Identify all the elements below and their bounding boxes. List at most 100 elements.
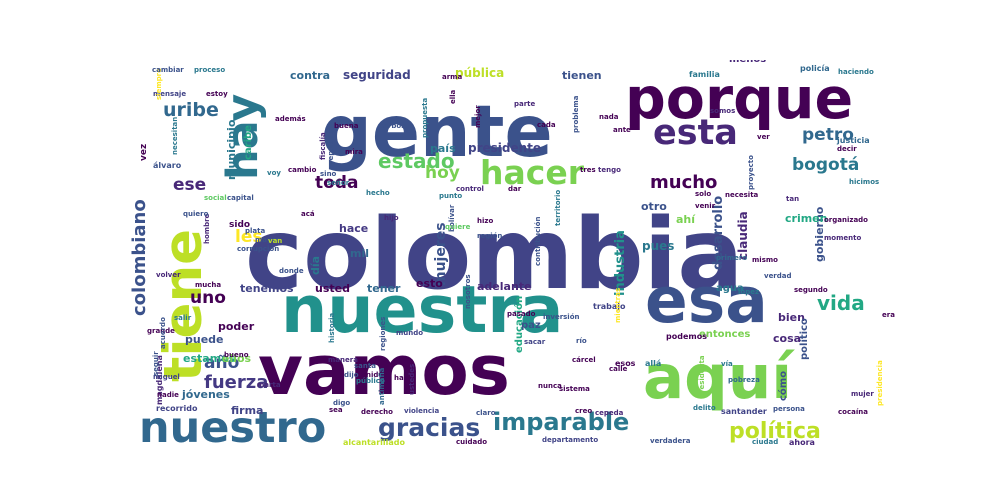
word-publico: público: [356, 377, 385, 385]
word-colombia: colombia: [245, 198, 743, 312]
word-nosotros: nosotros: [464, 274, 472, 309]
word-via: vía: [721, 360, 733, 368]
word-vez: vez: [139, 144, 149, 161]
word-acuerdo: acuerdo: [159, 317, 167, 349]
word-nuestro: nuestro: [139, 403, 326, 446]
word-cocaina: cocaína: [838, 408, 868, 416]
word-aca: acá: [301, 210, 315, 218]
word-problema: problema: [572, 95, 580, 133]
word-agua: agua: [716, 283, 744, 294]
word-carbon: carbón: [379, 122, 406, 130]
word-inversion: inversión: [543, 313, 580, 321]
word-recorrido: recorrido: [156, 404, 198, 413]
word-nadie: nadie: [157, 391, 179, 399]
word-podemos: podemos: [666, 332, 707, 341]
word-haciendo: haciendo: [838, 68, 874, 76]
word-santander: santander: [721, 407, 767, 416]
word-departamento: departamento: [542, 436, 598, 444]
word-cuidado: cuidado: [456, 438, 487, 446]
word-quiero: quiero: [183, 210, 209, 218]
word-esa: esa: [645, 264, 768, 337]
word-estamos: estamos: [183, 352, 236, 365]
word-ese: ese: [173, 175, 206, 195]
word-justicia: justicia: [836, 136, 870, 145]
word-grande: grande: [147, 327, 175, 335]
word-pasado: pasado: [507, 310, 536, 318]
word-primero: primero: [716, 254, 747, 262]
word-salir: salir: [174, 314, 192, 322]
word-ciudad: ciudad: [752, 438, 778, 446]
word-territorio: territorio: [554, 190, 562, 226]
word-crimen: crimen: [785, 212, 827, 225]
word-mundo: mundo: [396, 329, 423, 337]
word-mayor: mayor: [255, 236, 280, 244]
word-creo: creo: [575, 407, 592, 415]
word-calle: calle: [609, 365, 628, 373]
word-paz: paz: [521, 320, 541, 331]
word-porque: porque: [625, 66, 853, 132]
word-imparable: imparable: [493, 408, 629, 436]
word-seguir: seguir: [152, 351, 160, 376]
word-segundo: segundo: [794, 286, 828, 294]
word-violencia: violencia: [404, 407, 439, 415]
word-ahi: ahí: [676, 213, 696, 226]
word-seguridad: seguridad: [343, 68, 411, 82]
word-carcel: cárcel: [572, 356, 596, 364]
word-republica: república: [327, 127, 335, 164]
word-educacion: educación: [513, 296, 525, 353]
word-otro: otro: [641, 200, 667, 213]
word-politico: político: [798, 318, 810, 360]
word-tenemos: tenemos: [240, 282, 294, 295]
word-decir: decir: [837, 145, 857, 153]
word-mira: mira: [345, 148, 363, 156]
word-social: social: [204, 194, 227, 202]
word-mensaje: mensaje: [153, 90, 186, 98]
word-trabajo: trabajo: [593, 302, 626, 311]
word-dar: dar: [508, 185, 522, 193]
word-tan: tan: [786, 195, 799, 203]
word-voy: voy: [267, 169, 281, 177]
word-alla: allá: [645, 359, 661, 368]
word-presidente: presidente: [468, 141, 541, 155]
word-esos: esos: [615, 359, 636, 368]
word-tengo: tengo: [598, 166, 621, 174]
word-vida: vida: [817, 291, 865, 315]
word-hace: hace: [339, 222, 368, 235]
word-fiscalia: fiscalía: [319, 132, 327, 160]
word-ahora: ahora: [789, 438, 815, 446]
word-capital: capital: [227, 194, 254, 202]
word-hombre: hombre: [203, 213, 211, 244]
word-mil: mil: [350, 247, 369, 260]
word-arma: arma: [442, 73, 462, 81]
word-volver: volver: [156, 271, 181, 279]
word-estoy: estoy: [206, 90, 228, 98]
word-publica: pública: [455, 66, 504, 80]
word-municipio: municipio: [225, 119, 238, 180]
word-alcantarillado: alcantarillado: [343, 438, 405, 446]
word-siempre: siempre: [155, 68, 163, 100]
word-proyecto: proyecto: [747, 155, 755, 190]
word-ano: año: [204, 353, 239, 373]
word-verdad: verdad: [764, 272, 792, 280]
word-mientras: mientras: [614, 288, 622, 323]
word-nuestra: nuestra: [281, 273, 563, 348]
word-proceso: proceso: [194, 66, 225, 74]
word-historia: historia: [328, 312, 336, 343]
word-desarrollo: desarrollo: [711, 196, 726, 270]
word-cepeda: cepeda: [595, 409, 624, 417]
word-ademas: además: [275, 115, 306, 123]
word-toda: toda: [315, 173, 358, 193]
word-ella: ella: [449, 89, 457, 104]
word-corrupcion: corrupción: [237, 245, 279, 253]
word-propuesta: propuesta: [421, 97, 429, 138]
word-gente: gente: [321, 90, 553, 173]
word-venir: venir: [695, 202, 716, 210]
word-entonces: entonces: [699, 329, 750, 340]
word-tres: tres: [580, 166, 596, 174]
word-verdadera: verdadera: [650, 437, 691, 445]
word-persona: persona: [773, 405, 805, 413]
word-aqui: aquí: [643, 342, 795, 413]
word-bogota: bogotá: [792, 155, 859, 175]
word-ellos: ellos: [222, 352, 252, 365]
word-uno: uno: [190, 288, 226, 308]
